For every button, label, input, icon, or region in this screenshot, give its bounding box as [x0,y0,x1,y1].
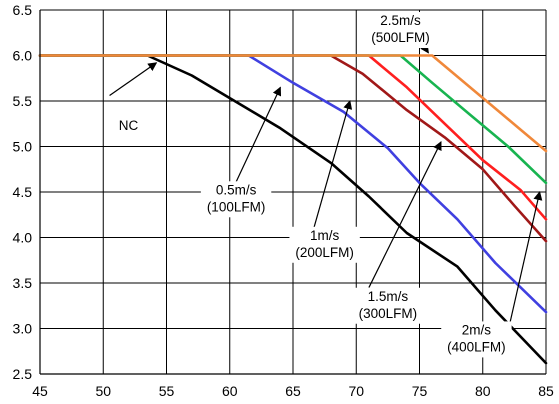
annotation-label: (300LFM) [359,306,418,321]
y-tick-label: 3.5 [13,275,33,291]
annotation-label-bg [441,321,512,358]
series-group [38,54,548,365]
annotation-label-bg [200,181,272,218]
x-tick-label: 60 [222,383,238,399]
y-tick-label: 4.5 [13,184,33,200]
y-tick-label: 5.5 [13,93,33,109]
series-line-2 [38,54,548,243]
annotation-label-bg [365,12,436,49]
annotation-label: 1m/s [310,228,340,243]
y-tick-label: 6.0 [13,48,33,64]
y-tick-label: 5.0 [13,139,33,155]
annotation-arrow [109,62,158,97]
series-line-5 [38,54,548,153]
annotation-label: 2.5m/s [380,13,421,28]
x-tick-label: 85 [538,383,554,399]
x-tick-label: 50 [95,383,111,399]
x-tick-label: 70 [348,383,364,399]
annotation-label: (200LFM) [295,245,354,260]
x-tick-label: 65 [285,383,301,399]
annotation-arrow [368,141,442,288]
annotation-label: (500LFM) [371,30,430,45]
annotation-label: 0.5m/s [216,182,257,197]
annotation-label-bg [116,116,141,136]
annotations: NC 0.5m/s (100LFM) 1m/s (200LFM) 1.5m/s (300LF… [109,12,543,358]
x-tick-label: 75 [412,383,428,399]
series-line-1 [38,54,548,314]
annotation-label: (400LFM) [447,339,506,354]
annotation-arrow [507,191,543,332]
annotation-label: 1.5m/s [368,289,409,304]
annotation-label: (100LFM) [207,199,266,214]
annotation-label-bg [289,226,360,263]
grid [39,9,547,375]
annotation-arrow [235,86,282,183]
y-tick-label: 2.5 [13,366,33,382]
annotation-label: 2m/s [462,322,492,337]
annotation-arrow [312,100,353,231]
axes: 2.5 3.0 3.5 4.0 4.5 5.0 5.5 6.0 6.5 45 50 55 60 65 70 7… [13,2,554,399]
series-line-0 [38,54,548,365]
y-tick-label: 4.0 [13,230,33,246]
x-tick-label: 45 [32,383,48,399]
y-tick-label: 3.0 [13,321,33,337]
x-tick-label: 55 [159,383,175,399]
annotation-label-bg [352,287,424,324]
annotation-label: NC [119,118,139,133]
x-tick-label: 80 [475,383,491,399]
y-tick-label: 6.5 [13,2,33,18]
